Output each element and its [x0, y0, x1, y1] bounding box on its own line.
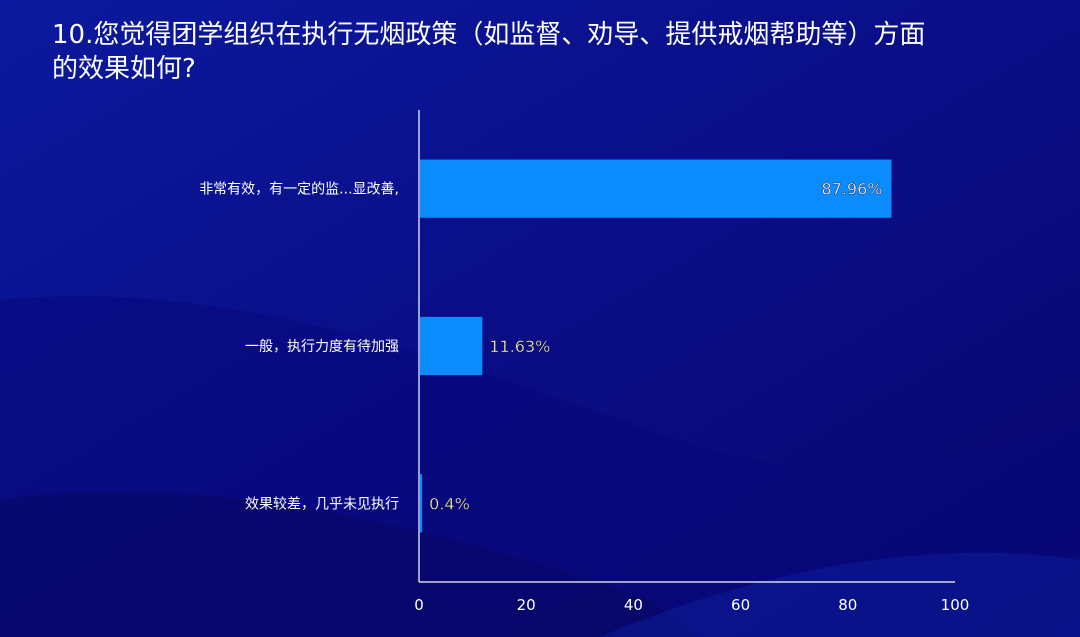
x-tick-label-2: 40 — [624, 596, 643, 614]
data-label-0: 87.96% — [821, 180, 882, 199]
bar-2 — [420, 474, 423, 533]
x-tick-label-3: 60 — [731, 596, 750, 614]
bar-1 — [420, 316, 483, 376]
bar-0 — [420, 159, 892, 218]
chart-title: 10.您觉得团学组织在执行无烟政策（如监督、劝导、提供戒烟帮助等）方面的效果如何… — [52, 20, 926, 84]
x-tick-label-0: 0 — [414, 596, 424, 614]
x-tick-label-1: 20 — [517, 596, 536, 614]
data-label-1: 11.63% — [489, 337, 550, 356]
category-label-0: 非常有效，有一定的监...显改善, — [199, 182, 399, 198]
data-label-2: 0.4% — [429, 494, 470, 513]
x-tick-label-5: 100 — [941, 596, 970, 614]
x-tick-label-4: 80 — [838, 596, 857, 614]
category-label-2: 效果较差，几乎未见执行 — [245, 496, 399, 512]
category-label-1: 一般，执行力度有待加强 — [245, 339, 399, 355]
